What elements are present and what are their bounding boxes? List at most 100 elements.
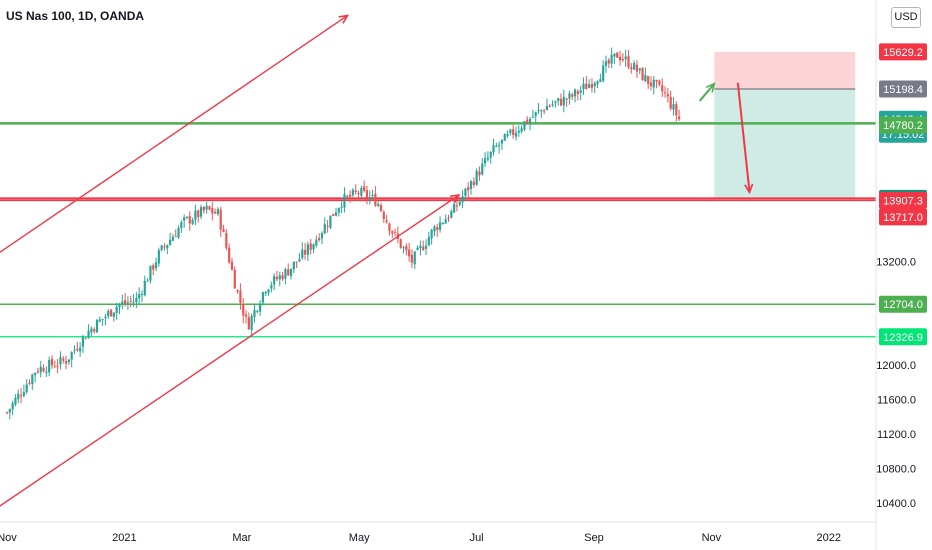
candle-body	[405, 245, 408, 251]
candle-body	[270, 285, 273, 289]
candle-body	[211, 207, 214, 214]
time-tick-label: 2021	[112, 532, 136, 544]
candle-body	[233, 269, 236, 289]
candle-body	[495, 145, 498, 147]
price-tick-label: 12000.0	[876, 360, 916, 372]
candle-body	[22, 392, 25, 396]
time-tick-label: Nov	[0, 532, 17, 544]
candle-body	[461, 196, 464, 203]
candle-body	[256, 310, 259, 312]
candle-body	[160, 245, 163, 251]
candle-body	[672, 104, 675, 110]
candle-body	[433, 226, 436, 232]
candle-body	[59, 357, 62, 365]
candle-body	[239, 290, 242, 303]
candle-body	[630, 67, 633, 70]
candle-body	[124, 300, 127, 304]
time-tick-label: Mar	[232, 532, 251, 544]
candle-body	[343, 194, 346, 208]
candle-body	[174, 236, 177, 238]
candle-body	[90, 328, 93, 333]
candle-body	[537, 110, 540, 112]
candle-body	[39, 366, 42, 373]
candle-body	[169, 239, 172, 245]
candle-body	[576, 91, 579, 94]
candle-body	[633, 63, 636, 70]
candle-body	[84, 338, 87, 340]
candle-body	[644, 74, 647, 82]
candle-body	[503, 134, 506, 141]
candle-body	[154, 262, 158, 269]
candle-body	[424, 245, 428, 249]
candle-body	[621, 58, 624, 61]
candle-body	[512, 129, 515, 136]
candle-body	[585, 83, 588, 90]
candle-body	[219, 209, 222, 230]
trendline-arrowhead	[338, 14, 349, 24]
candle-body	[149, 265, 152, 281]
candle-body	[76, 348, 79, 351]
candle-body	[526, 119, 529, 124]
currency-badge[interactable]: USD	[891, 7, 921, 28]
candle-body	[565, 98, 568, 100]
candle-body	[326, 225, 329, 227]
candle-body	[458, 201, 461, 205]
candle-body	[73, 349, 76, 351]
candle-body	[360, 188, 363, 196]
candle-body	[402, 247, 405, 249]
candle-body	[666, 94, 669, 97]
candle-body	[337, 208, 340, 213]
candle-body	[222, 229, 225, 232]
candle-body	[675, 104, 678, 116]
candle-body	[627, 55, 630, 68]
trendline	[0, 194, 460, 507]
candle-body	[261, 292, 265, 303]
candle-body	[205, 205, 208, 210]
candle-body	[101, 318, 104, 320]
candle-body	[228, 247, 231, 263]
candle-body	[273, 276, 276, 285]
candle-body	[616, 52, 619, 58]
candle-body	[197, 210, 200, 217]
candle-body	[109, 309, 113, 317]
candle-body	[177, 228, 180, 238]
candle-body	[365, 190, 369, 199]
candle-body	[498, 145, 501, 147]
candle-body	[607, 60, 610, 64]
candle-body	[571, 94, 574, 97]
price-label-text: 12326.9	[883, 332, 923, 344]
candle-body	[391, 230, 394, 234]
candle-body	[318, 237, 321, 241]
candle-body	[545, 106, 549, 111]
candle-body	[661, 85, 664, 92]
candle-body	[171, 236, 175, 241]
candle-body	[62, 358, 65, 361]
time-tick-label: Jul	[470, 532, 484, 544]
candle-body	[613, 53, 616, 57]
price-tick-label: 13200.0	[876, 256, 916, 268]
projection-arrowhead	[744, 183, 754, 195]
candle-body	[363, 186, 366, 191]
candle-body	[180, 222, 183, 229]
candle-body	[506, 133, 509, 136]
price-label-tag	[879, 43, 927, 61]
candle-body	[104, 316, 107, 319]
candle-body	[138, 294, 141, 299]
candle-body	[430, 229, 433, 239]
candle-body	[582, 83, 585, 89]
projection-arrowhead	[705, 82, 716, 93]
projection-arrow	[698, 83, 716, 102]
candle-body	[183, 217, 186, 221]
candle-body	[385, 220, 388, 223]
candle-body	[377, 204, 380, 207]
candle-body	[5, 412, 9, 414]
candle-body	[287, 269, 290, 276]
price-tick-label: 10800.0	[876, 464, 916, 476]
candle-body	[202, 206, 205, 211]
candle-body	[118, 303, 121, 308]
candle-body	[50, 358, 54, 366]
candle-body	[531, 116, 534, 118]
trendline	[0, 14, 348, 254]
take-profit-zone	[714, 89, 856, 199]
